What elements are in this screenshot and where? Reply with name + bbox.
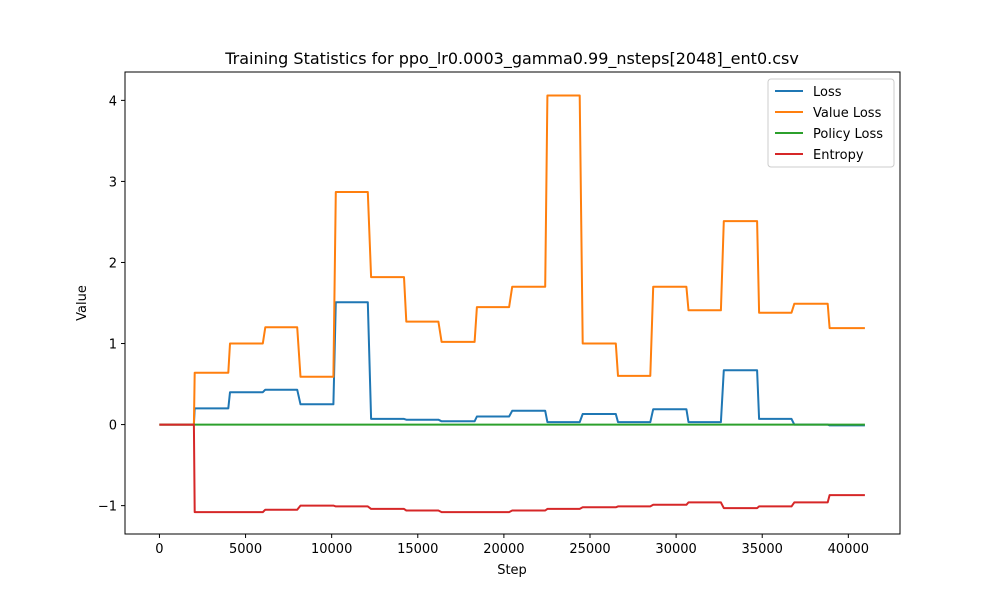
y-tick-label: −1	[98, 500, 117, 515]
y-axis-title: Value	[75, 285, 90, 321]
x-axis: 0 5000 10000 15000 20000 25000 30000 35000 40000	[155, 534, 869, 557]
x-axis-title: Step	[497, 563, 527, 578]
y-axis: −1 0 1 2 3 4	[98, 94, 125, 515]
x-tick-label: 15000	[397, 542, 438, 557]
y-tick-label: 4	[109, 94, 117, 109]
x-tick-label: 40000	[828, 542, 869, 557]
x-tick-label: 20000	[483, 542, 524, 557]
x-tick-label: 35000	[742, 542, 783, 557]
legend-label-entropy: Entropy	[813, 148, 864, 163]
x-tick-label: 0	[155, 542, 163, 557]
legend: Loss Value Loss Policy Loss Entropy	[767, 78, 895, 168]
y-tick-label: 0	[109, 419, 117, 434]
y-tick-label: 1	[109, 338, 117, 353]
chart-title: Training Statistics for ppo_lr0.0003_gam…	[224, 49, 799, 69]
legend-label-loss: Loss	[813, 85, 842, 100]
x-tick-label: 25000	[569, 542, 610, 557]
series-layer	[159, 94, 865, 514]
y-tick-label: 3	[109, 175, 117, 190]
x-tick-label: 5000	[229, 542, 262, 557]
legend-frame	[767, 78, 895, 168]
series-line-loss	[159, 301, 865, 427]
series-line-value-loss	[159, 94, 865, 426]
plot-frame	[124, 71, 901, 535]
series-line-entropy	[159, 423, 865, 514]
x-tick-label: 10000	[311, 542, 352, 557]
legend-label-value-loss: Value Loss	[813, 106, 882, 121]
y-tick-label: 2	[109, 256, 117, 271]
legend-label-policy-loss: Policy Loss	[813, 127, 883, 142]
x-tick-label: 30000	[655, 542, 696, 557]
